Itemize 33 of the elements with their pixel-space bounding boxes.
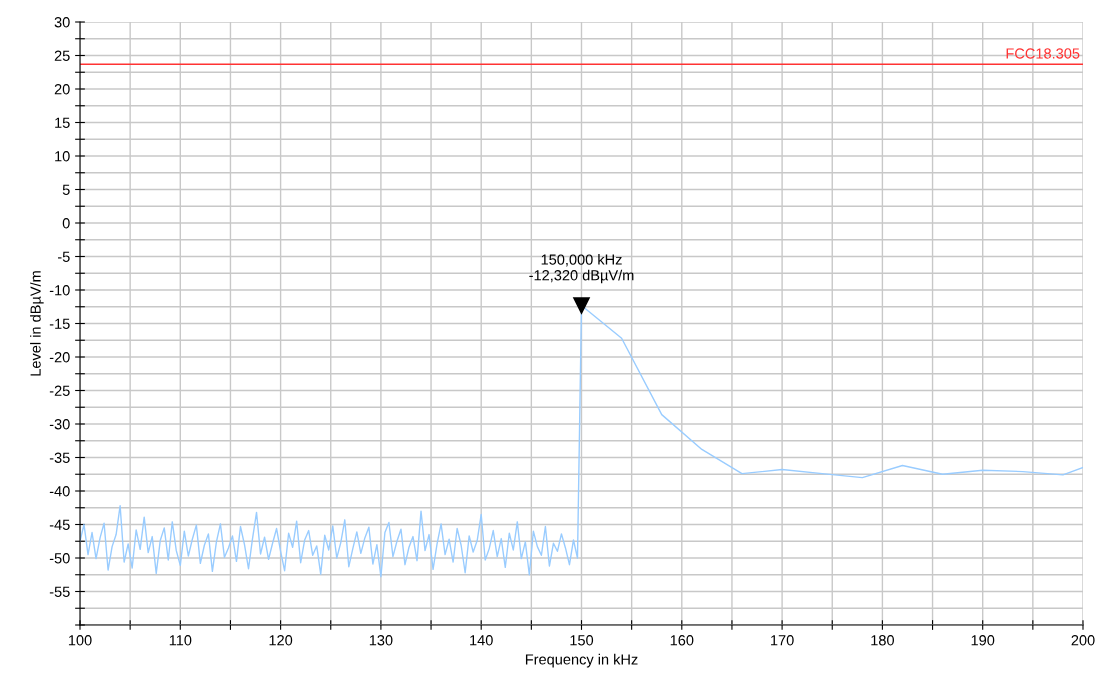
y-tick-label: 15 [55,117,70,128]
x-tick-label: 190 [971,635,995,646]
x-axis-title: Frequency in kHz [525,653,638,668]
y-tick-label: -20 [49,352,70,363]
y-tick-label: -30 [49,419,70,430]
x-tick-label: 150 [570,635,594,646]
y-tick-label: -35 [49,452,70,463]
y-tick-label: -45 [49,519,70,530]
y-tick-label: 25 [54,50,70,61]
y-axis-title: Level in dBµV/m [30,271,44,376]
x-tick-label: 100 [68,635,92,646]
x-tick-label: 180 [871,635,894,646]
y-tick-label: -10 [49,285,70,296]
y-tick-label: -55 [49,586,70,597]
x-tick-label: 120 [269,635,293,646]
y-tick-label: 5 [62,184,70,195]
y-tick-label: 30 [54,17,70,28]
y-tick-label: -40 [49,486,70,497]
y-tick-label: -25 [49,385,70,396]
x-tick-label: 170 [771,635,794,646]
y-tick-label: 20 [54,84,70,95]
x-tick-label: 130 [369,635,393,646]
x-tick-label: 110 [169,635,192,646]
ref-line-label: FCC18.305 [1006,48,1080,59]
y-tick-label: -15 [49,318,70,329]
y-tick-label: -5 [57,251,70,262]
y-tick-label: -50 [49,553,70,564]
annotation: 150,000 kHz -12,320 dBµV/m [529,254,634,284]
x-tick-label: 200 [1071,635,1095,646]
y-tick-label: 0 [62,218,70,229]
x-tick-label: 160 [670,635,694,646]
x-tick-label: 140 [470,635,493,646]
y-tick-label: 10 [55,151,70,162]
